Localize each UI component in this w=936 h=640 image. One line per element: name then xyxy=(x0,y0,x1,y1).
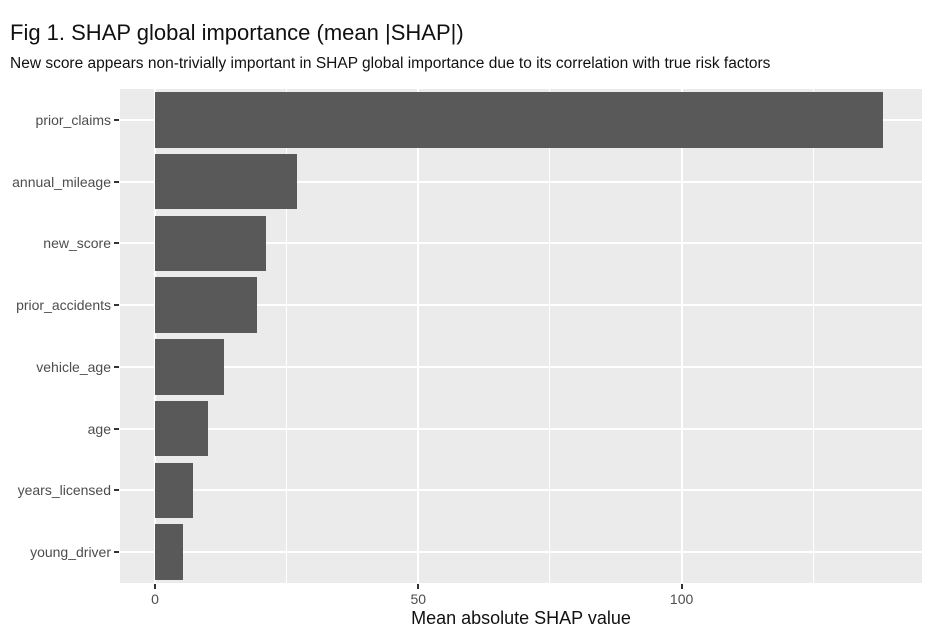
y-tick-mark xyxy=(114,118,119,121)
y-axis-label: annual_mileage xyxy=(12,173,111,190)
y-axis-label: vehicle_age xyxy=(36,358,111,375)
gridline-minor-vertical xyxy=(812,89,814,583)
gridline-minor-vertical xyxy=(286,89,288,583)
x-tick-label: 100 xyxy=(669,591,694,607)
bar-new_score xyxy=(155,215,267,272)
y-tick-mark xyxy=(114,427,119,430)
y-tick-mark xyxy=(114,180,119,183)
bar-vehicle_age xyxy=(155,339,224,395)
x-tick-mark xyxy=(154,583,156,589)
y-tick-mark xyxy=(114,551,119,554)
plot-title: Fig 1. SHAP global importance (mean |SHA… xyxy=(10,20,464,45)
x-tick-mark xyxy=(680,583,683,589)
bar-young_driver xyxy=(155,524,184,580)
x-tick-mark xyxy=(417,583,420,589)
y-axis-label: age xyxy=(87,420,111,437)
y-axis-label: young_driver xyxy=(30,544,111,561)
y-tick-mark xyxy=(114,489,119,492)
y-tick-mark xyxy=(114,242,119,245)
bar-age xyxy=(155,400,208,457)
gridline-major-horizontal xyxy=(120,180,922,183)
y-axis-label: prior_accidents xyxy=(16,297,111,314)
y-axis-label: years_licensed xyxy=(17,482,111,499)
plot-subtitle: New score appears non-trivially importan… xyxy=(10,55,771,72)
gridline-major-vertical xyxy=(680,89,683,583)
x-axis-title: Mean absolute SHAP value xyxy=(411,608,631,628)
gridline-major-horizontal xyxy=(120,489,922,492)
bar-annual_mileage xyxy=(155,153,297,210)
y-tick-mark xyxy=(114,304,119,307)
gridline-major-horizontal xyxy=(120,365,922,368)
y-axis-label: new_score xyxy=(43,235,111,252)
bar-prior_accidents xyxy=(155,277,257,333)
gridline-major-vertical xyxy=(417,89,420,583)
gridline-major-vertical xyxy=(154,89,156,583)
y-tick-mark xyxy=(114,365,119,368)
x-tick-label: 50 xyxy=(410,591,427,607)
x-tick-label: 0 xyxy=(151,591,159,607)
bar-years_licensed xyxy=(155,462,194,519)
gridline-major-horizontal xyxy=(120,551,922,554)
plot-panel xyxy=(120,89,922,583)
bar-prior_claims xyxy=(155,92,883,148)
gridline-minor-vertical xyxy=(549,89,551,583)
y-axis-label: prior_claims xyxy=(35,111,111,128)
gridline-major-horizontal xyxy=(120,242,922,245)
gridline-major-horizontal xyxy=(120,304,922,307)
gridline-major-horizontal xyxy=(120,427,922,430)
